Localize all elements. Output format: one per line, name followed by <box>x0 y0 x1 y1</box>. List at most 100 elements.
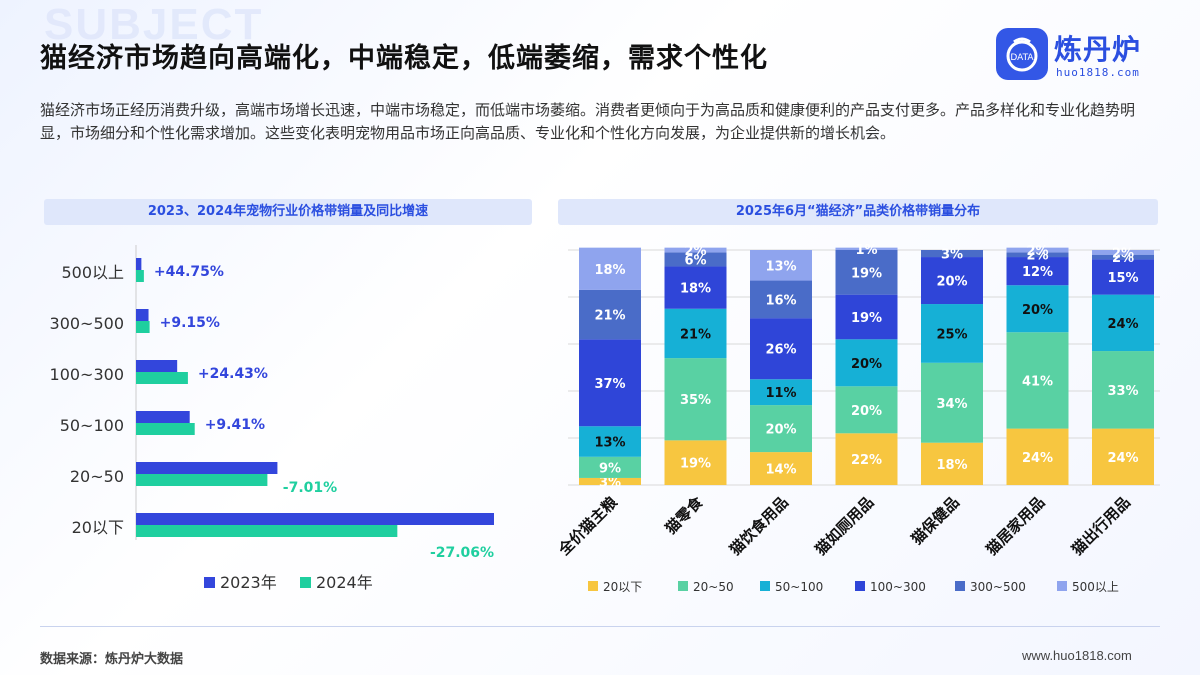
stack-segment <box>921 304 983 363</box>
stack-segment <box>835 433 898 485</box>
segment-label: 20% <box>851 404 882 419</box>
legend-swatch <box>678 581 688 591</box>
stack-segment <box>835 339 898 387</box>
segment-label: 25% <box>936 327 967 342</box>
stack-segment <box>1006 257 1069 286</box>
website-url: www.huo1818.com <box>1022 648 1132 663</box>
segment-label: 20% <box>851 357 882 372</box>
stack-segment <box>664 266 727 309</box>
stack-segment <box>921 362 983 443</box>
stack-segment <box>1006 285 1069 333</box>
legend-label: 2023年 <box>220 573 277 592</box>
data-source: 数据来源：炼丹炉大数据 <box>40 652 184 667</box>
stack-segment <box>921 257 983 305</box>
segment-label: 9% <box>599 461 621 476</box>
category-label: 猫零食 <box>662 492 707 537</box>
segment-label: 19% <box>851 311 882 326</box>
bar-2024 <box>136 525 398 537</box>
legend-label: 300~500 <box>970 580 1026 594</box>
segment-label: 20% <box>765 423 796 438</box>
stack-segment <box>579 247 641 290</box>
category-label: 300~500 <box>50 314 124 333</box>
growth-label: +9.41% <box>205 417 265 433</box>
segment-label: 6% <box>684 253 706 268</box>
stack-segment <box>579 477 641 485</box>
category-label: 猫如厕用品 <box>812 493 878 559</box>
stack-segment <box>1092 250 1154 255</box>
growth-label: -7.01% <box>283 480 337 496</box>
segment-label: 2% <box>1112 246 1134 261</box>
segment-label: 20% <box>1022 303 1053 318</box>
segment-label: 12% <box>1022 265 1053 280</box>
segment-label: 1% <box>855 243 877 258</box>
bar-2024 <box>136 423 195 435</box>
segment-label: 2% <box>684 244 706 259</box>
stack-segment <box>664 440 727 485</box>
segment-label: 41% <box>1022 374 1053 389</box>
stack-segment <box>750 280 812 319</box>
stack-segment <box>579 456 641 478</box>
legend-label: 20~50 <box>693 580 734 594</box>
category-label: 猫饮食用品 <box>726 493 792 559</box>
stack-segment <box>1006 247 1069 253</box>
stack-segment <box>1006 332 1069 429</box>
category-label: 100~300 <box>50 365 124 384</box>
legend-label: 100~300 <box>870 580 926 594</box>
stack-segment <box>921 442 983 485</box>
segment-label: 14% <box>765 463 796 478</box>
bar-2023 <box>136 360 178 372</box>
legend-label: 50~100 <box>775 580 823 594</box>
segment-label: 35% <box>680 393 711 408</box>
segment-label: 18% <box>680 282 711 297</box>
growth-label: -27.06% <box>430 545 494 561</box>
segment-label: 11% <box>765 386 796 401</box>
intro-paragraph: 猫经济市场正经历消费升级，高端市场增长迅速，中端市场稳定，而低端市场萎缩。消费者… <box>40 101 1136 142</box>
growth-label: +24.43% <box>198 366 268 382</box>
segment-label: 16% <box>765 293 796 308</box>
stack-segment <box>1006 252 1069 258</box>
segment-label: 22% <box>851 453 882 468</box>
page-title: 猫经济市场趋向高端化，中端稳定，低端萎缩，需求个性化 <box>40 43 768 74</box>
category-label: 猫居家用品 <box>983 493 1049 559</box>
stack-segment <box>1092 428 1154 485</box>
stack-segment <box>664 247 727 253</box>
background-watermark: SUBJECT <box>44 0 264 49</box>
segment-label: 3% <box>941 248 963 263</box>
stack-segment <box>835 294 898 340</box>
stack-segment <box>835 247 898 250</box>
stack-segment <box>579 426 641 457</box>
stack-segment <box>664 252 727 267</box>
stack-segment <box>750 250 812 281</box>
right-chart-title: 2025年6月“猫经济”品类价格带销量分布 <box>558 199 1158 225</box>
category-label: 50~100 <box>60 416 124 435</box>
segment-label: 33% <box>1107 384 1138 399</box>
legend-label: 2024年 <box>316 573 373 592</box>
bar-2023 <box>136 513 494 525</box>
growth-label: +44.75% <box>154 264 224 280</box>
segment-label: 18% <box>936 458 967 473</box>
bar-2024 <box>136 321 150 333</box>
segment-label: 13% <box>594 436 625 451</box>
left-chart-title: 2023、2024年宠物行业价格带销量及同比增速 <box>44 199 532 225</box>
logo-icon: DATA <box>996 28 1048 80</box>
category-label: 20以下 <box>72 518 124 537</box>
stack-segment <box>750 405 812 453</box>
legend-swatch <box>204 577 215 588</box>
legend-label: 20以下 <box>603 580 642 594</box>
segment-label: 26% <box>765 343 796 358</box>
stack-segment <box>750 318 812 380</box>
legend-swatch <box>760 581 770 591</box>
stack-segment <box>750 379 812 406</box>
segment-label: 19% <box>680 457 711 472</box>
stack-segment <box>664 308 727 359</box>
segment-label: 21% <box>594 309 625 324</box>
bar-2023 <box>136 258 142 270</box>
legend-swatch <box>300 577 311 588</box>
segment-label: 24% <box>1022 451 1053 466</box>
price-band-growth-chart: 500以上 +44.75% 300~500 +9.15% 100~300 +24.43% 5… <box>50 245 494 592</box>
segment-label: 15% <box>1107 271 1138 286</box>
category-price-distribution-chart: 3%9%13%37%21%18%全价猫主粮19%35%21%18%6%2%猫零食… <box>554 243 1160 594</box>
bar-2024 <box>136 270 144 282</box>
bar-2023 <box>136 309 149 321</box>
logo-name: 炼丹炉 <box>1054 33 1142 66</box>
